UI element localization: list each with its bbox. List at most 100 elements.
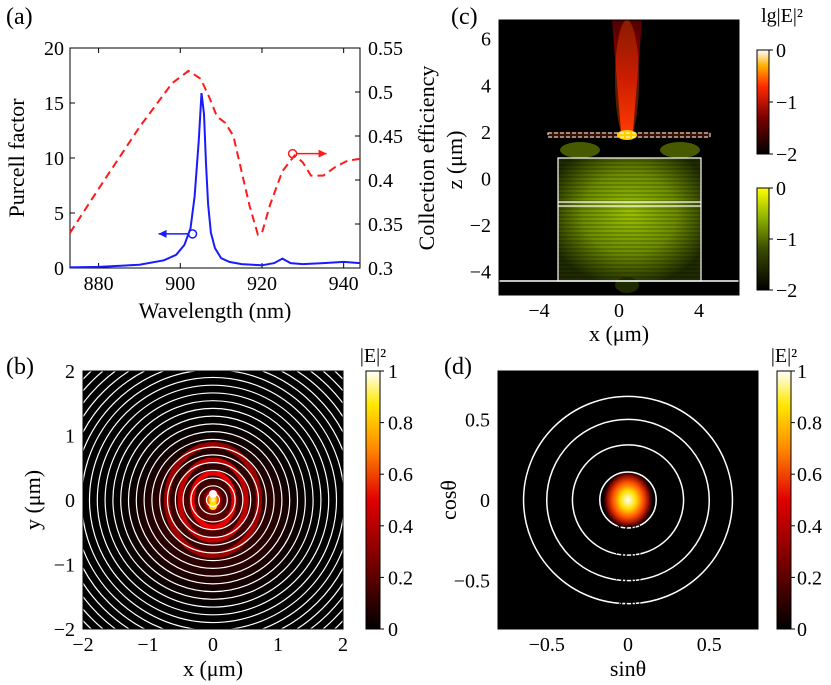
- panel-c-colorbar-lower: [756, 187, 770, 291]
- panel-d-angle-ring: [571, 444, 685, 556]
- panel-c-ytick-label: 4: [481, 75, 491, 97]
- panel-a-ytick-right-label: 0.3: [368, 258, 393, 280]
- panel-a-ylabel-right: Collection efficiency: [414, 66, 439, 251]
- panel-a-marker: [187, 229, 198, 239]
- panel-a-ytick-right-label: 0.35: [368, 214, 403, 236]
- panel-a-marker-arrowhead: [318, 149, 327, 158]
- panel-c-colorbar-ticks: 0 −1 −2 0 −1 −2: [769, 40, 797, 302]
- panel-b-grating-ring: [159, 446, 267, 554]
- panel-b-colorbar-tick-label: 0: [388, 619, 398, 641]
- panel-a-marker-arrowhead: [158, 229, 167, 238]
- panel-b-grating-ring: [182, 469, 244, 531]
- panel-d-image: 10° 20° 30°40°: [498, 371, 758, 629]
- panel-a-xlabel: Wavelength (nm): [139, 298, 292, 323]
- panel-b-colorbar-tick-label: 1: [388, 361, 398, 383]
- panel-b-grating-ring: [127, 415, 299, 585]
- panel-d: (d) 10° 20° 30°40° −0.5 0 0.5 −0.5 0 0.5 sinθ c…: [436, 345, 822, 681]
- panel-a-ytick-left-label: 10: [44, 148, 64, 170]
- panel-d-xtick-label: −0.5: [529, 634, 565, 656]
- panel-b-grating-ring: [96, 384, 330, 616]
- panel-c-ytick-label: 2: [481, 122, 491, 144]
- panel-d-colorbar-tick-label: 1: [797, 361, 807, 383]
- panel-d-ytick-label: 0.5: [465, 409, 490, 431]
- panel-b-grating-ring: [135, 423, 291, 577]
- panel-a-ytick-right-label: 0.5: [368, 82, 393, 104]
- panel-b-label: (b): [6, 354, 34, 380]
- panel-a-ylabel-left: Purcell factor: [4, 98, 29, 218]
- panel-c-xtick-label: 4: [694, 300, 704, 322]
- panel-a-ytick-right-label: 0.45: [368, 126, 403, 148]
- panel-b-colorbar-tick-label: 0.2: [388, 567, 413, 589]
- panel-b-grating-ring: [166, 454, 260, 546]
- panel-b-colorbar-title: |E|²: [360, 345, 386, 367]
- panel-b-ytick-label: −2: [54, 619, 75, 641]
- panel-d-colorbar-ticks: 0 0.2 0.4 0.6 0.8 1: [791, 361, 822, 641]
- panel-d-colorbar-tick-label: 0.2: [797, 567, 822, 589]
- panel-d-angle-label: 30°: [615, 574, 642, 595]
- panel-a-xtick-label: 900: [165, 273, 195, 295]
- panel-a-ytick-left-label: 20: [44, 38, 64, 60]
- panel-d-angle-label: 20°: [615, 548, 642, 569]
- panel-d-ticks: −0.5 0 0.5 −0.5 0 0.5: [454, 409, 722, 656]
- panel-c-xtick-label: −4: [528, 300, 549, 322]
- panel-b-xtick-label: 2: [338, 634, 348, 656]
- panel-b-ticks: −2 −1 0 1 2 −2 −1 0 1 2: [54, 361, 348, 656]
- panel-b-ytick-label: 0: [65, 490, 75, 512]
- panel-d-xtick-label: 0: [623, 634, 633, 656]
- panel-b-colorbar-tick-label: 0.8: [388, 413, 413, 435]
- panel-a-ytick-left-label: 0: [54, 258, 64, 280]
- panel-a-ytick-right-label: 0.55: [368, 38, 403, 60]
- panel-b-xtick-label: −1: [137, 634, 158, 656]
- panel-b-xtick-label: 0: [208, 634, 218, 656]
- panel-d-ytick-label: −0.5: [454, 571, 490, 593]
- panel-b-ytick-label: 1: [65, 426, 75, 448]
- panel-b-xtick-label: 1: [273, 634, 283, 656]
- panel-a-ytick-right-label: 0.4: [368, 170, 393, 192]
- panel-d-label: (d): [444, 354, 472, 380]
- panel-d-colorbar: [776, 370, 792, 630]
- panel-c-colorbar-lower-tick-label: −1: [776, 229, 797, 251]
- panel-b-colorbar-ticks: 0 0.2 0.4 0.6 0.8 1: [380, 361, 413, 641]
- panel-b-colorbar-tick-label: 0.4: [388, 516, 413, 538]
- panel-b-grating-ring: [120, 407, 306, 593]
- panel-d-angle-label: 10°: [615, 521, 642, 542]
- panel-c-colorbar-lower-tick-label: −2: [776, 280, 797, 302]
- panel-c-image: [499, 20, 739, 295]
- panel-b-ytick-label: −1: [54, 555, 75, 577]
- panel-b-grating-ring: [112, 400, 314, 600]
- panel-a-xtick-label: 940: [329, 273, 359, 295]
- panel-c-ylabel: z (μm): [442, 131, 467, 190]
- panel-b-xtick-label: −2: [72, 634, 93, 656]
- panel-a-ytick-left-label: 5: [54, 203, 64, 225]
- panel-b-grating-ring: [88, 376, 338, 624]
- panel-c-label: (c): [451, 4, 478, 30]
- panel-d-angle-ring: [546, 418, 710, 582]
- panel-c-xtick-label: 0: [614, 300, 624, 322]
- panel-c-ytick-label: 0: [481, 168, 491, 190]
- panel-a-ticks: 880 900 920 940 0 5 10 15 20 0.3 0.35 0.4 0.45 0.5 0.5…: [44, 38, 403, 295]
- panel-b-ytick-label: 2: [65, 361, 75, 383]
- panel-d-colorbar-tick-label: 0.4: [797, 516, 822, 538]
- panel-a-series: [69, 69, 361, 269]
- panel-b-xlabel: x (μm): [183, 656, 243, 681]
- panel-c: (c) −4 0 4 −4 −2 0 2 4 6 x (μm) z (μm): [442, 4, 803, 346]
- panel-b-colorbar-tick-label: 0.6: [388, 464, 413, 486]
- panel-c-xlabel: x (μm): [589, 321, 649, 346]
- panel-b-grating-ring: [174, 461, 252, 539]
- panel-a-collection-line: [69, 69, 361, 236]
- panel-a-axes-box: [69, 47, 361, 269]
- panel-d-angle-ring: [522, 395, 734, 605]
- panel-a-label: (a): [6, 4, 33, 30]
- panel-a-xtick-label: 920: [247, 273, 277, 295]
- panel-c-colorbar-title: lg|E|²: [761, 5, 803, 27]
- panel-d-xlabel: sinθ: [610, 656, 646, 681]
- panel-b-grating-ring: [205, 492, 221, 508]
- panel-d-colorbar-tick-label: 0.8: [797, 413, 822, 435]
- panel-d-ylabel: cosθ: [436, 480, 461, 520]
- panel-c-colorbar-upper: [756, 49, 770, 155]
- panel-b-image: [83, 371, 343, 629]
- panel-c-colorbar-upper-tick-label: −1: [776, 92, 797, 114]
- panel-a: (a) 880 900 920 940 0 5 10 15 20 0.3 0.35 0.4 0.45 0.…: [4, 4, 439, 323]
